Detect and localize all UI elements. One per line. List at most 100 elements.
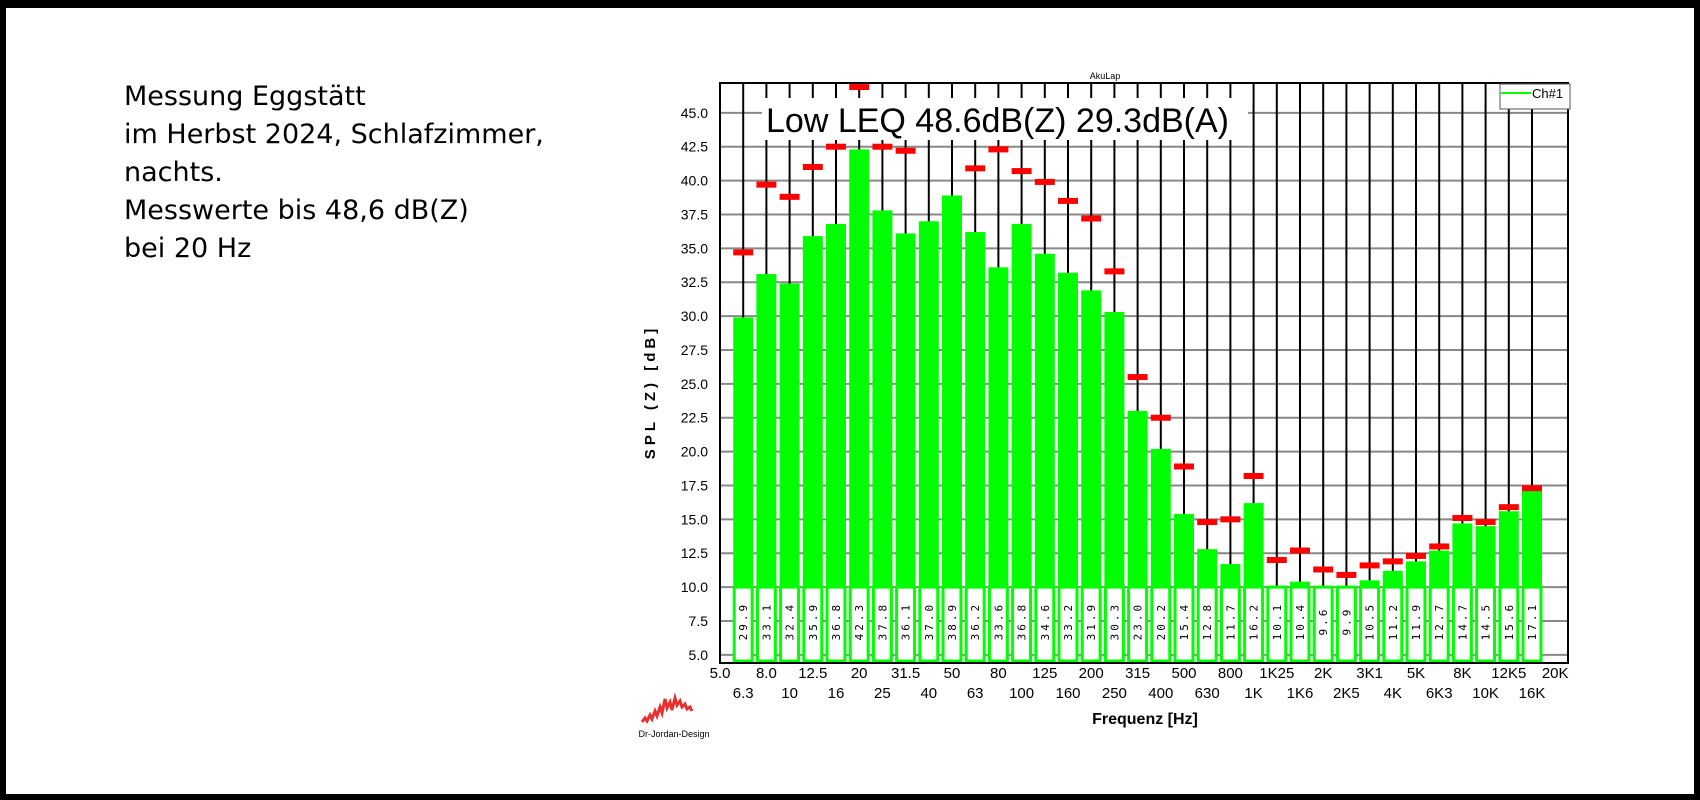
max-marker <box>1429 543 1450 550</box>
x-tick-label: 100 <box>1009 685 1034 702</box>
bar-value-label: 33.6 <box>992 602 1005 641</box>
bar <box>1127 410 1148 588</box>
bar-value-label: 10.5 <box>1364 602 1377 641</box>
max-marker <box>1011 168 1032 175</box>
bar-value-box <box>1312 585 1334 663</box>
logo-wave-icon <box>640 692 694 724</box>
bar-value-label: 31.9 <box>1085 602 1098 641</box>
bar-value-box <box>1451 585 1473 663</box>
x-tick-label: 1K25 <box>1259 665 1294 682</box>
bar-value-box <box>1127 585 1149 663</box>
bar <box>1498 511 1519 588</box>
x-tick-label: 31.5 <box>891 665 920 682</box>
bar-value-box <box>1196 585 1218 663</box>
x-tick-label: 8K <box>1453 665 1471 682</box>
max-marker <box>1104 268 1125 275</box>
bar-value-box <box>1173 585 1195 663</box>
bar-value-label: 10.1 <box>1271 602 1284 641</box>
bar-value-box <box>1428 585 1450 663</box>
max-marker <box>1359 562 1380 569</box>
x-tick-label: 2K5 <box>1333 685 1360 702</box>
bar-value-label: 12.7 <box>1433 602 1446 641</box>
y-tick-label: 5.0 <box>689 647 709 663</box>
logo: Dr-Jordan-Design <box>638 692 710 739</box>
x-tick-label: 2K <box>1314 665 1332 682</box>
x-tick-label: 315 <box>1125 665 1150 682</box>
logo-text: Dr-Jordan-Design <box>638 729 709 739</box>
bar <box>965 232 986 588</box>
x-tick-label: 5K <box>1407 665 1425 682</box>
bar-value-box <box>1011 585 1033 663</box>
bar <box>733 317 754 588</box>
bar-value-label: 17.1 <box>1526 602 1539 641</box>
bar-value-label: 35.9 <box>807 602 820 641</box>
bar-value-box <box>1335 585 1357 663</box>
bar <box>1104 312 1125 588</box>
bar-value-box <box>825 585 847 663</box>
bar-value-label: 14.7 <box>1456 602 1469 641</box>
bar-value-box <box>1057 585 1079 663</box>
y-tick-label: 7.5 <box>689 613 709 629</box>
x-tick-label: 20 <box>851 665 868 682</box>
y-tick-label: 45.0 <box>681 105 708 121</box>
x-tick-label: 160 <box>1055 685 1080 702</box>
max-marker <box>1174 463 1194 470</box>
x-tick-label: 125 <box>1032 665 1057 682</box>
bar <box>1429 550 1450 588</box>
bar-value-label: 23.0 <box>1132 602 1145 641</box>
y-tick-label: 12.5 <box>681 545 708 561</box>
bar-value-label: 15.6 <box>1503 602 1516 641</box>
x-tick-label: 400 <box>1148 685 1173 702</box>
x-tick-label: 40 <box>920 685 937 702</box>
max-marker <box>965 165 986 172</box>
bar-value-box <box>895 585 917 663</box>
max-marker <box>988 146 1009 153</box>
max-marker <box>1266 557 1287 564</box>
bar-value-box <box>1080 585 1102 663</box>
bar <box>1058 272 1078 588</box>
max-marker <box>849 84 870 91</box>
bars: 29.9 33.1 32.4 35.9 36.8 42.3 37.8 36.1 37.0 38.9… <box>732 149 1543 663</box>
max-marker <box>1498 504 1519 511</box>
max-marker <box>802 164 823 171</box>
bar-value-label: 36.8 <box>830 602 843 641</box>
legend: Ch#1 <box>1499 83 1571 110</box>
bar-value-label: 9.6 <box>1317 607 1330 636</box>
max-marker <box>1336 571 1357 578</box>
bar-value-box <box>848 585 870 663</box>
y-tick-label: 22.5 <box>681 410 708 426</box>
y-tick-label: 42.5 <box>681 139 708 155</box>
bar <box>1290 581 1310 588</box>
axes: 5.0 7.5 10.0 12.5 15.0 17.5 20.0 22.5 25.0 27.5 30… <box>681 82 1569 702</box>
bar-value-label: 37.8 <box>876 602 889 641</box>
bar-value-box <box>987 585 1009 663</box>
bar <box>802 236 823 588</box>
max-marker <box>1452 515 1473 521</box>
max-marker <box>1034 178 1055 185</box>
bar-value-box <box>1243 585 1265 663</box>
max-marker <box>1243 472 1264 479</box>
x-tick-label: 1K6 <box>1287 685 1314 702</box>
bar-value-box <box>1103 585 1125 663</box>
bar-value-label: 11.9 <box>1410 602 1423 641</box>
bar-value-label: 14.5 <box>1480 602 1493 641</box>
max-marker <box>1150 414 1171 421</box>
max-marker <box>1220 516 1241 523</box>
x-tick-label: 1K <box>1244 685 1262 702</box>
y-tick-label: 37.5 <box>681 206 708 222</box>
bar <box>988 267 1009 588</box>
bar-value-label: 11.2 <box>1387 602 1400 641</box>
y-tick-label: 40.0 <box>681 173 708 189</box>
max-marker <box>872 143 893 150</box>
description-line: Messwerte bis 48,6 dB(Z) <box>124 195 469 226</box>
bar <box>1475 526 1496 588</box>
bar <box>1034 253 1055 588</box>
max-marker <box>1058 197 1078 204</box>
measurement-description: Messung Eggstätt im Herbst 2024, Schlafz… <box>124 78 544 268</box>
bar <box>895 233 916 588</box>
bar <box>1243 503 1264 588</box>
legend-label: Ch#1 <box>1532 86 1563 101</box>
max-marker <box>1081 215 1102 222</box>
y-tick-label: 17.5 <box>681 477 708 493</box>
